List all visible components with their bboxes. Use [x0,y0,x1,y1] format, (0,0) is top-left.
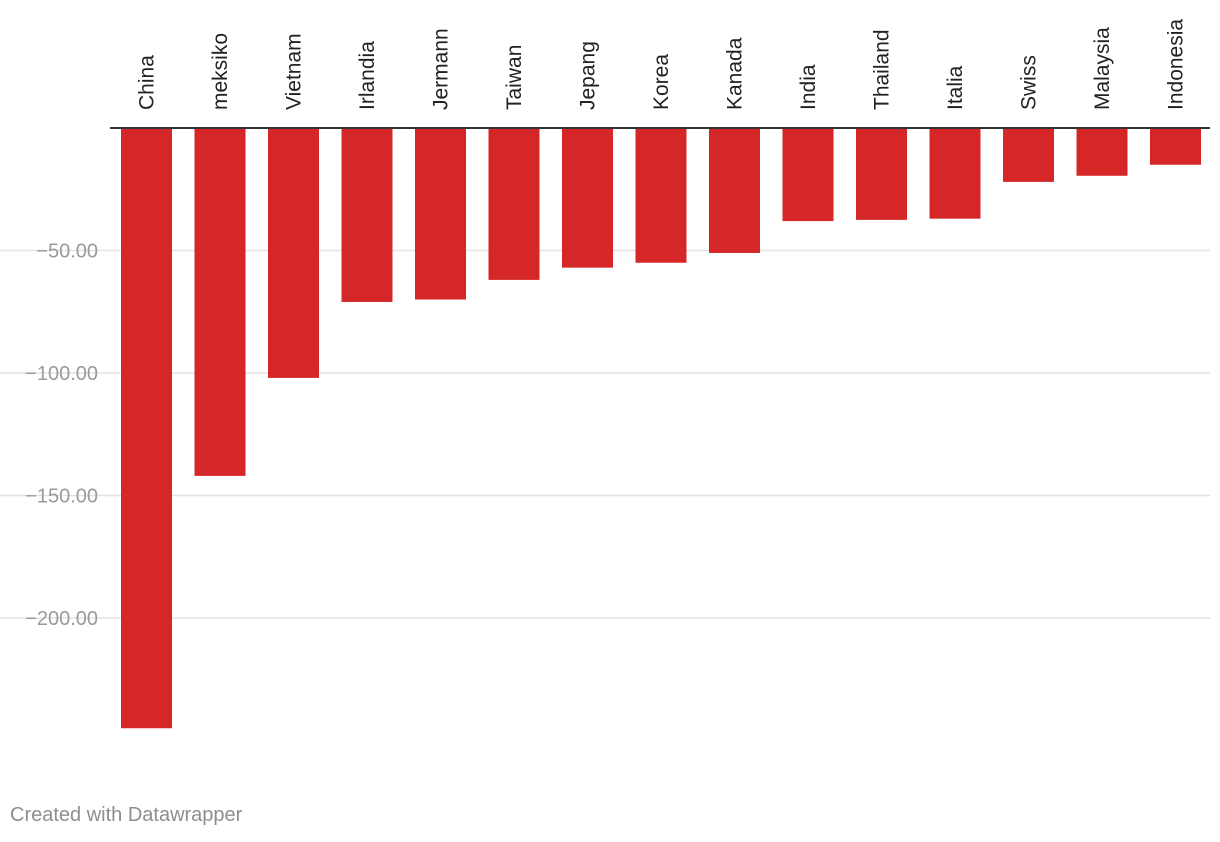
category-label: Kanada [724,37,747,110]
category-label: Malaysia [1091,27,1114,110]
category-label: Thailand [871,29,894,110]
y-tick-label: −100.00 [25,363,98,385]
bar-jepang[interactable] [562,128,613,268]
category-label: Korea [650,54,673,110]
bar-irlandia[interactable] [341,128,393,302]
bar-indonesia[interactable] [1150,128,1201,165]
category-label: Jepang [577,41,600,110]
category-label: Irlandia [356,41,379,110]
category-labels: China meksiko Vietnam Irlandia Jermann Taiwan… [136,19,1188,110]
category-label: Taiwan [503,45,526,110]
bar-korea[interactable] [635,128,687,263]
category-label: China [136,55,159,110]
category-label: Italia [944,65,967,110]
footer-credit[interactable]: Created with Datawrapper [10,804,243,826]
bars [121,128,1201,729]
y-tick-label: −150.00 [25,486,98,508]
bar-thailand[interactable] [856,128,907,220]
category-label: Indonesia [1165,19,1188,110]
bar-swiss[interactable] [1003,128,1054,182]
category-label: Vietnam [283,33,306,110]
bar-kanada[interactable] [709,128,760,253]
bar-meksiko[interactable] [194,128,246,476]
bar-vietnam[interactable] [268,128,319,378]
bar-italia[interactable] [929,128,981,219]
bar-china[interactable] [121,128,172,729]
y-tick-label: −50.00 [36,241,98,263]
category-label: meksiko [209,33,232,110]
bar-india[interactable] [782,128,834,222]
y-tick-label: −200.00 [25,608,98,630]
category-label: India [797,64,820,110]
bar-malaysia[interactable] [1076,128,1128,176]
bar-jermann[interactable] [415,128,466,300]
category-label: Jermann [430,28,453,110]
bar-taiwan[interactable] [488,128,540,280]
category-label: Swiss [1018,55,1041,110]
gridlines: −50.00 −100.00 −150.00 −200.00 [0,241,1210,630]
